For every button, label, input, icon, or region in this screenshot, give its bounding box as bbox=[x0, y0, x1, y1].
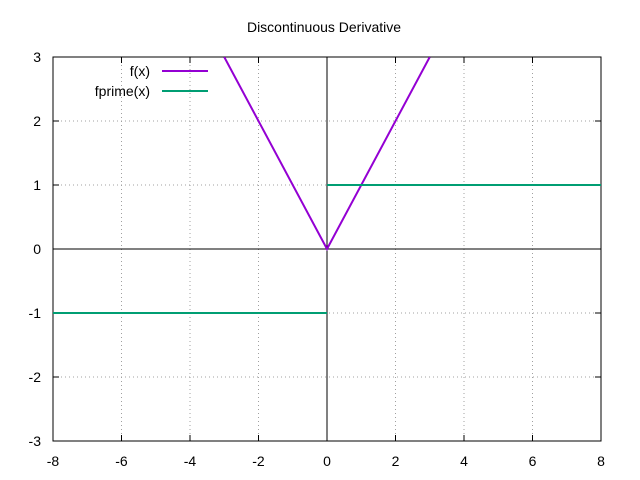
legend-label-f-x: f(x) bbox=[130, 63, 150, 79]
x-tick-label: 8 bbox=[597, 453, 605, 469]
x-tick-label: -6 bbox=[115, 453, 128, 469]
legend: f(x) fprime(x) bbox=[95, 63, 208, 99]
legend-label-fprime-x: fprime(x) bbox=[95, 83, 150, 99]
y-tick-label: 3 bbox=[33, 49, 41, 65]
x-tick-label: 4 bbox=[460, 453, 468, 469]
y-tick-label: 1 bbox=[33, 177, 41, 193]
axes: -8 -6 -4 -2 0 2 4 6 8 -3 -2 -1 0 1 2 3 bbox=[29, 49, 606, 469]
x-tick-label: 0 bbox=[323, 453, 331, 469]
series-group bbox=[53, 57, 601, 314]
y-tick-label: 2 bbox=[33, 113, 41, 129]
y-tick-label: -3 bbox=[29, 433, 42, 449]
y-tick-label: -2 bbox=[29, 369, 42, 385]
x-tick-label: -4 bbox=[184, 453, 197, 469]
y-tick-label: 0 bbox=[33, 241, 41, 257]
x-tick-label: 6 bbox=[529, 453, 537, 469]
x-tick-label: -8 bbox=[47, 453, 60, 469]
x-tick-label: 2 bbox=[392, 453, 400, 469]
x-tick-label: -2 bbox=[252, 453, 265, 469]
series-line-f-x bbox=[223, 57, 431, 252]
y-tick-label: -1 bbox=[29, 305, 42, 321]
chart-title: Discontinuous Derivative bbox=[247, 19, 401, 35]
